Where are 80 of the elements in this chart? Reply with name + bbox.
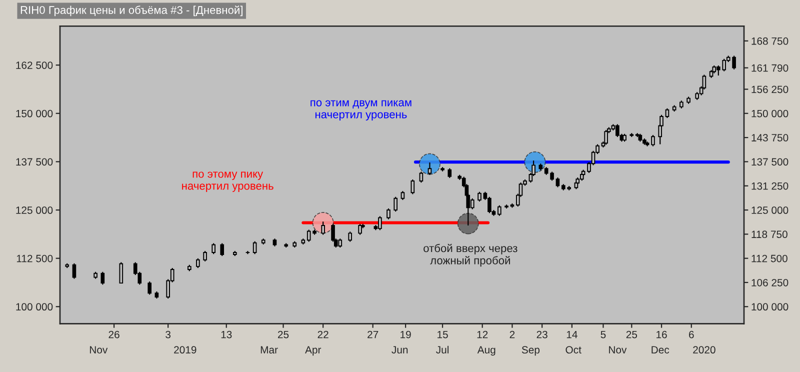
x-tick-label: 27 (368, 330, 378, 338)
y2-tick-label: 150 000 (752, 110, 788, 118)
y2-tick-label: 112 500 (752, 254, 788, 262)
candlestick (119, 262, 124, 284)
candlestick (419, 171, 424, 184)
candlestick (72, 262, 76, 280)
x2-tick-label: 2020 (693, 346, 716, 354)
candlestick (348, 231, 352, 242)
y2-tick-label: 137 500 (752, 158, 788, 166)
candlestick (556, 176, 560, 188)
x-tick-label: 23 (536, 330, 548, 338)
x2-tick-label: Nov (609, 346, 627, 354)
annotation: отбой вверх через ложный пробой (424, 244, 518, 267)
candlestick (410, 178, 415, 195)
y2-tick-label: 168 750 (752, 37, 788, 45)
x-tick-label: 25 (278, 330, 289, 338)
x-tick-label: 16 (656, 330, 667, 338)
x-tick-label: 12 (477, 330, 488, 338)
x2-tick-label: Jun (392, 346, 408, 354)
x2-tick-label: Mar (260, 346, 278, 354)
x-tick-label: 22 (318, 330, 328, 338)
x-tick-label: 3 (166, 330, 171, 338)
y2-tick-label: 118 750 (752, 230, 788, 238)
candlestick (478, 191, 482, 202)
candlestick (604, 129, 608, 146)
candlestick (448, 168, 452, 178)
candlestick (252, 240, 257, 255)
candlestick (220, 242, 224, 257)
x2-tick-label: Nov (90, 346, 108, 354)
x-tick-label: 14 (566, 330, 578, 338)
annotation: по этим двум пикам начертил уровень (310, 100, 412, 121)
x2-tick-label: Jul (436, 346, 448, 354)
point (419, 153, 440, 175)
candlestick (488, 196, 492, 214)
y-tick-label: 162 500 (16, 62, 53, 69)
x-tick-label: 25 (626, 330, 638, 338)
candlestick (148, 280, 152, 296)
candlestick (386, 208, 390, 220)
y-tick-label: 100 000 (16, 303, 53, 311)
x2-tick-label: 2019 (174, 346, 196, 354)
y2-tick-label: 156 250 (752, 86, 788, 94)
x2-tick-label: Aug (477, 346, 496, 356)
x-tick-label: 26 (108, 330, 120, 338)
y2-tick-label: 161 790 (752, 64, 788, 72)
y2-tick-label: 125 000 (752, 206, 788, 214)
candlestick (378, 216, 382, 231)
x-tick-label: 13 (221, 330, 232, 338)
y2-tick-label: 100 000 (752, 303, 788, 311)
y2-tick-label: 131 250 (752, 182, 788, 190)
x-tick-label: 19 (400, 330, 411, 338)
candlestick (212, 242, 216, 255)
y-tick-label: 112 500 (16, 254, 53, 262)
candlestick (616, 124, 620, 138)
y2-tick-label: 143 750 (752, 134, 788, 142)
candlestick (196, 258, 200, 269)
x-tick-label: 15 (438, 330, 448, 338)
y-tick-label: 125 000 (16, 206, 53, 214)
x2-tick-label: Dec (652, 346, 670, 354)
candlestick (358, 223, 362, 236)
candlestick (100, 271, 105, 286)
candlestick (498, 204, 502, 216)
candlestick (665, 108, 670, 119)
annotation: по этому пику начертил уровень (182, 172, 274, 192)
y-tick-label: 137 500 (16, 158, 53, 166)
y-tick-label: 150 000 (16, 110, 53, 118)
x2-tick-label: Apr (305, 346, 322, 356)
chart-title: RIH0 График цены и объёма #3 - [Дневной] (20, 6, 242, 16)
x-tick-label: 2 (510, 330, 515, 338)
candlestick (394, 196, 398, 212)
candlestick (428, 162, 432, 176)
x-tick-label: 6 (689, 330, 694, 338)
candlestick (651, 134, 655, 147)
candlestick (203, 250, 207, 262)
x2-tick-label: Sep (522, 346, 540, 356)
point (457, 212, 479, 234)
x-tick-label: 5 (600, 330, 606, 338)
candlestick (470, 198, 474, 210)
candlestick (321, 221, 325, 236)
y2-tick-label: 106 250 (752, 278, 788, 286)
x2-tick-label: Oct (566, 346, 582, 354)
